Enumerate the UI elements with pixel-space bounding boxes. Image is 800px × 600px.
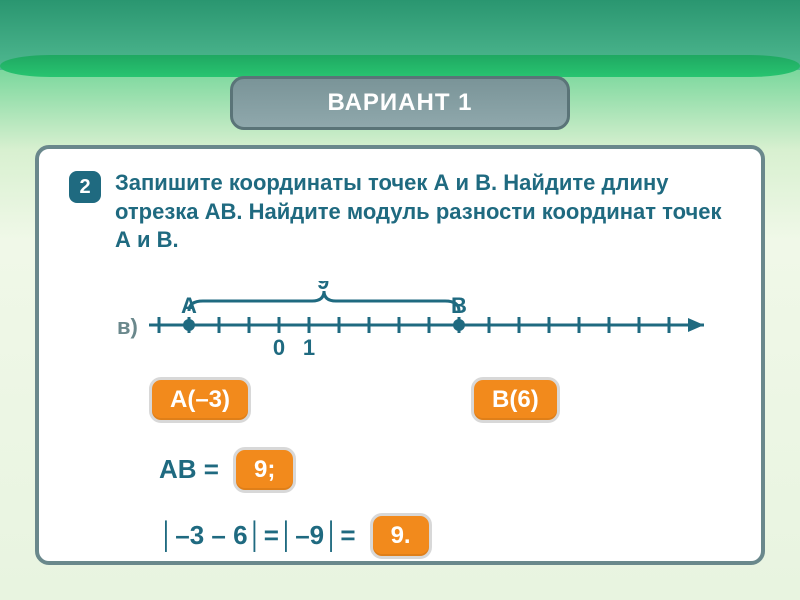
green-stripe <box>0 55 800 77</box>
point-b-pill: В(6) <box>471 377 560 423</box>
problem-number-badge: 2 <box>69 171 101 203</box>
variant-sublabel: в) <box>117 314 138 340</box>
point-a-pill: А(–3) <box>149 377 251 423</box>
problem-text: Запишите координаты точек А и В. Найдите… <box>115 169 731 255</box>
title-box: ВАРИАНТ 1 <box>230 76 570 130</box>
content-box: 2 Запишите координаты точек А и В. Найди… <box>35 145 765 565</box>
segment-label: АВ = <box>159 454 219 485</box>
svg-text:1: 1 <box>303 335 315 360</box>
formula-answer-pill: 9. <box>370 513 432 559</box>
formula-text: │–3 – 6│=│–9│= <box>159 520 356 551</box>
segment-value-pill: 9; <box>233 447 296 493</box>
coord-pill-row: А(–3) В(6) <box>149 377 731 423</box>
problem-number: 2 <box>79 176 90 199</box>
formula-row: │–3 – 6│=│–9│= 9. <box>159 513 731 559</box>
segment-row: АВ = 9; <box>159 447 731 493</box>
svg-text:0: 0 <box>273 335 285 360</box>
problem-row: 2 Запишите координаты точек А и В. Найди… <box>69 169 731 255</box>
title-text: ВАРИАНТ 1 <box>327 89 472 117</box>
number-line-section: в) 01АВ9 <box>69 281 731 367</box>
svg-text:9: 9 <box>317 281 329 294</box>
number-line: 01АВ9 <box>149 281 709 367</box>
